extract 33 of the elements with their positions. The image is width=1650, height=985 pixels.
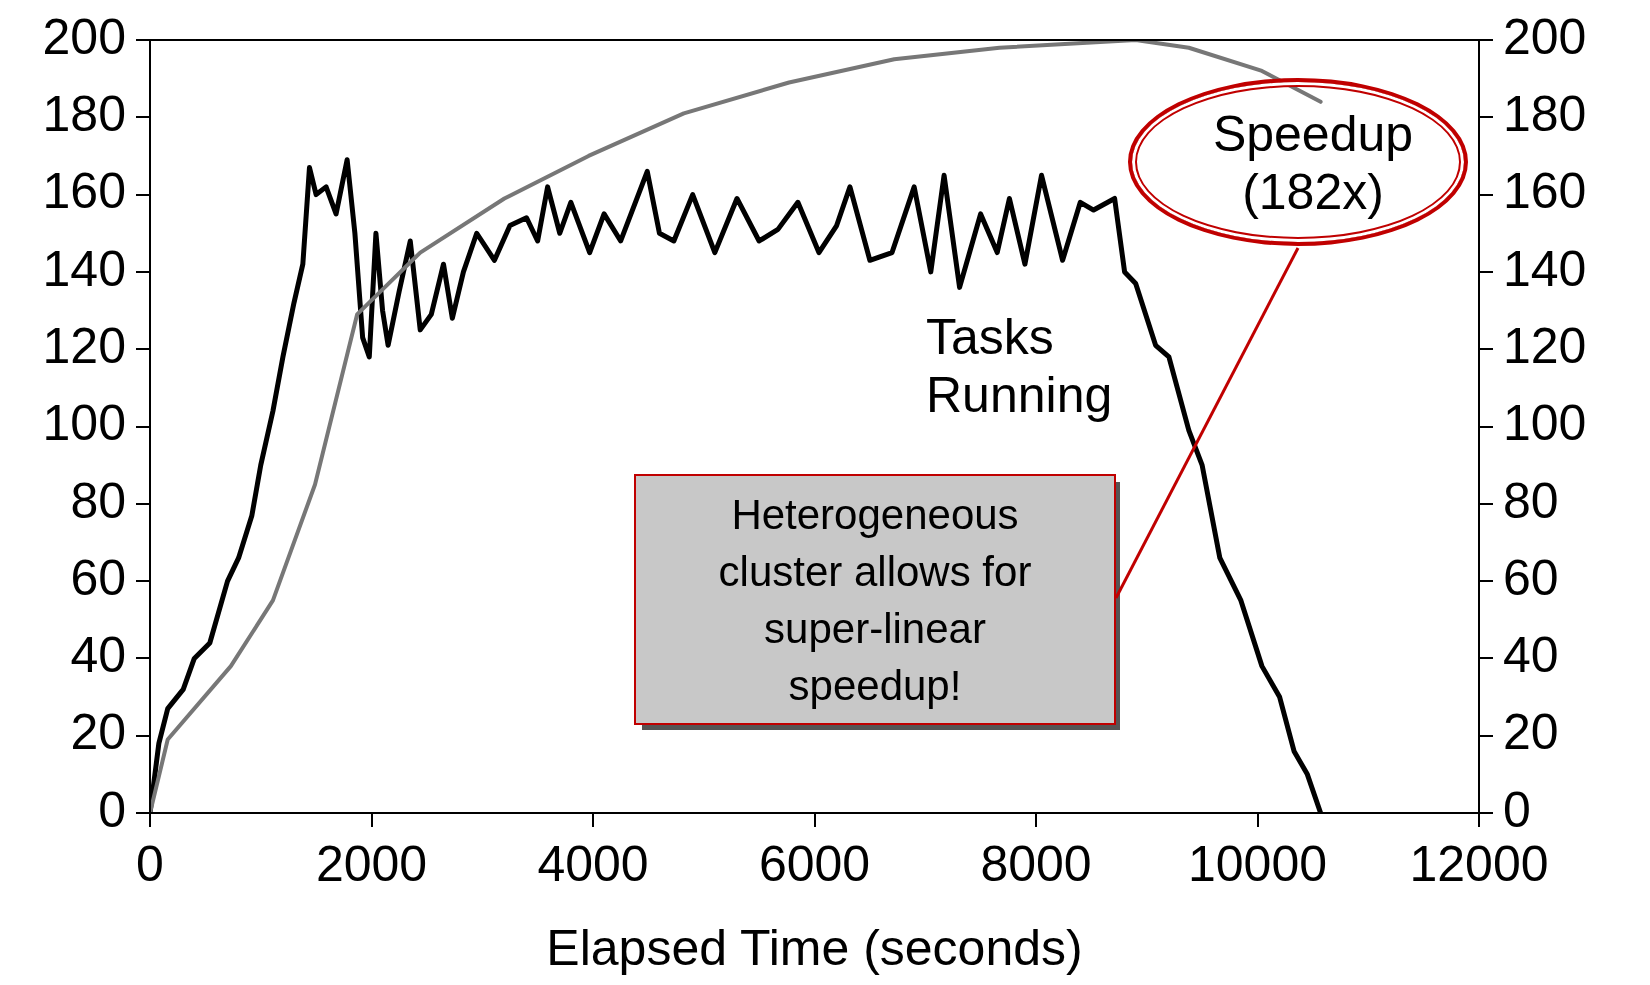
y2-tick-label: 180 (1503, 86, 1587, 143)
y-tick-label: 160 (42, 163, 126, 220)
series-label: Speedup (182x) (1211, 105, 1415, 221)
series-label: Tasks Running (926, 308, 1114, 424)
y-tick-label: 180 (42, 86, 126, 143)
x-tick-label: 6000 (758, 835, 871, 892)
y-tick-label: 40 (70, 627, 126, 684)
y-tick-label: 140 (42, 240, 126, 297)
y-tick-label: 60 (70, 549, 126, 606)
y2-tick-label: 0 (1503, 781, 1531, 838)
y-tick-label: 80 (70, 472, 126, 529)
y2-tick-label: 100 (1503, 395, 1587, 452)
y2-tick-label: 20 (1503, 704, 1559, 761)
x-tick-label: 2000 (315, 835, 428, 892)
y-tick-label: 100 (42, 395, 126, 452)
note-box: Heterogeneous cluster allows for super-linear speedup! (634, 474, 1116, 725)
y-tick-label: 120 (42, 317, 126, 374)
x-axis-title: Elapsed Time (seconds) (546, 919, 1083, 976)
y-tick-label: 0 (98, 781, 126, 838)
y-tick-label: 20 (70, 704, 126, 761)
x-tick-label: 10000 (1187, 835, 1328, 892)
y2-tick-label: 160 (1503, 163, 1587, 220)
y2-tick-label: 60 (1503, 549, 1559, 606)
x-tick-label: 4000 (537, 835, 649, 892)
y2-tick-label: 200 (1503, 8, 1587, 65)
x-tick-label: 0 (136, 835, 164, 892)
x-tick-label: 8000 (980, 835, 1092, 892)
y2-tick-label: 40 (1503, 627, 1559, 684)
y-tick-label: 200 (42, 8, 126, 65)
y2-tick-label: 140 (1503, 240, 1587, 297)
x-tick-label: 12000 (1409, 835, 1549, 892)
y2-tick-label: 120 (1503, 317, 1587, 374)
y2-tick-label: 80 (1503, 472, 1559, 529)
